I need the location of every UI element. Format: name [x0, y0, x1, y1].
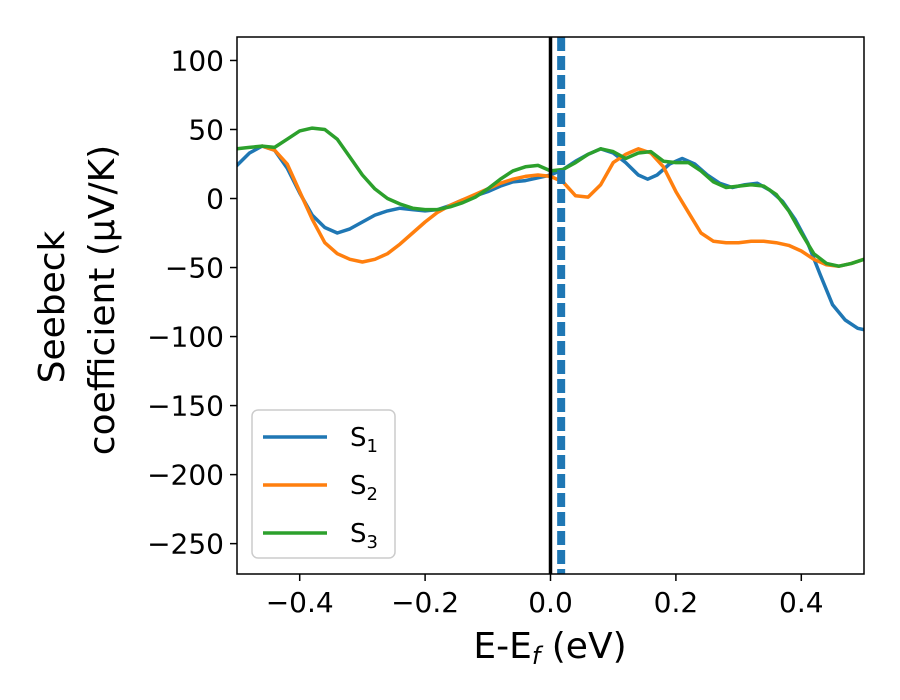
- y-axis-title-line1: Seebeck: [32, 230, 73, 383]
- x-tick-label: −0.4: [266, 586, 334, 619]
- y-tick-label: −250: [147, 528, 224, 561]
- legend-label-s1: S1: [350, 423, 378, 457]
- y-tick-label: −100: [147, 321, 224, 354]
- y-tick-label: −150: [147, 390, 224, 423]
- y-tick-label: 0: [206, 183, 224, 216]
- y-tick-label: 50: [188, 113, 224, 146]
- x-axis: −0.4 −0.2 0.0 0.2 0.4: [266, 574, 824, 619]
- legend-label-s3: S3: [350, 519, 378, 553]
- y-axis: 100 50 0 −50 −100 −150 −200 −250: [147, 44, 237, 561]
- y-tick-label: −200: [147, 459, 224, 492]
- legend: S1 S2 S3: [251, 409, 396, 559]
- y-tick-label: −50: [165, 252, 224, 285]
- x-axis-title: E-Ef (eV): [473, 626, 626, 670]
- x-tick-label: 0.0: [528, 586, 573, 619]
- y-tick-label: 100: [171, 44, 224, 77]
- x-tick-label: −0.2: [391, 586, 459, 619]
- legend-label-s2: S2: [350, 471, 378, 505]
- vline-layer: [548, 37, 566, 574]
- x-tick-label: 0.2: [654, 586, 699, 619]
- y-axis-title-line2: coefficient (μV/K): [82, 145, 123, 455]
- x-tick-label: 0.4: [779, 586, 824, 619]
